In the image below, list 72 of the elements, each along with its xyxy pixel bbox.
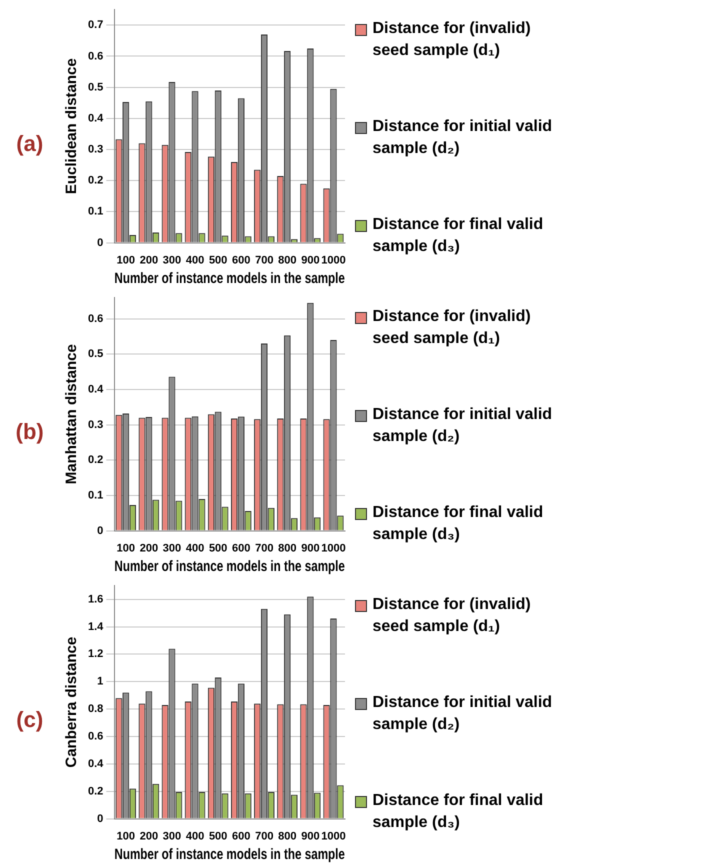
y-tick-label: 0.4	[88, 758, 105, 770]
y-tick-label: 0.6	[88, 312, 104, 325]
legend-label: Distance for final valid sample (d₃)	[372, 503, 544, 545]
x-tick-label: 800	[278, 254, 297, 266]
x-tick-label: 100	[117, 542, 136, 554]
y-tick-label: 1.2	[88, 648, 104, 660]
x-tick-label: 1000	[322, 254, 346, 266]
x-tick-label: 500	[209, 542, 228, 554]
y-tick-label: 0.2	[88, 174, 104, 187]
text: (c)	[16, 707, 44, 733]
x-tick-label: 400	[186, 254, 205, 266]
x-tick-label: 100	[117, 254, 136, 266]
legend-label: Distance for (invalid) seed sample (d₁)	[372, 595, 532, 637]
y-tick-label: 0.8	[88, 703, 104, 716]
y-tick-label: 0.2	[88, 785, 104, 798]
x-axis-title: Number of instance models in the sample	[114, 558, 346, 574]
y-tick-label: 0.6	[88, 50, 104, 62]
y-tick-label: 0.6	[88, 730, 104, 743]
x-tick-label: 800	[278, 830, 297, 842]
legend-label: Distance for initial valid sample (d₂)	[372, 693, 552, 735]
x-tick-label: 300	[163, 830, 182, 842]
x-tick-label: 800	[278, 542, 297, 554]
x-tick-label: 500	[209, 830, 228, 842]
legend-label: Distance for (invalid) seed sample (d₁)	[372, 307, 532, 349]
y-tick-label: 0	[98, 524, 104, 537]
y-axis-title: Euclidean distance	[64, 58, 81, 194]
y-tick-label: 0	[98, 236, 104, 249]
x-tick-label: 1000	[322, 542, 346, 554]
y-tick-label: 0.4	[88, 384, 105, 396]
x-tick-label: 600	[232, 254, 251, 266]
y-tick-label: 0.4	[88, 112, 105, 124]
x-tick-label: 1000	[322, 830, 346, 842]
y-tick-label: 1	[98, 676, 104, 688]
y-tick-label: 0.5	[88, 348, 104, 360]
y-tick-label: 0.3	[88, 418, 104, 431]
text: (b)	[16, 419, 44, 445]
legend-label: Distance for initial valid sample (d₂)	[372, 405, 552, 447]
x-tick-label: 900	[302, 542, 320, 554]
x-tick-label: 600	[232, 830, 251, 842]
x-tick-label: 300	[163, 254, 182, 266]
x-tick-label: 200	[140, 254, 159, 266]
y-tick-label: 0.7	[88, 19, 104, 32]
y-tick-label: 0	[98, 812, 104, 825]
x-axis-title: Number of instance models in the sample	[114, 270, 346, 286]
x-tick-label: 900	[302, 254, 320, 266]
x-tick-label: 200	[140, 542, 159, 554]
y-tick-label: 0.5	[88, 81, 104, 94]
y-axis-title: Manhattan distance	[64, 344, 81, 484]
x-tick-label: 700	[256, 542, 274, 554]
x-tick-label: 500	[209, 254, 228, 266]
y-tick-label: 0.1	[88, 490, 104, 502]
y-tick-label: 1.6	[88, 593, 104, 606]
y-tick-label: 0.1	[88, 206, 104, 218]
legend-label: Distance for final valid sample (d₃)	[372, 791, 544, 833]
x-tick-label: 700	[256, 830, 274, 842]
x-tick-label: 400	[186, 542, 205, 554]
legend-label: Distance for (invalid) seed sample (d₁)	[372, 19, 532, 61]
x-tick-label: 700	[256, 254, 274, 266]
x-tick-label: 900	[302, 830, 320, 842]
x-tick-label: 300	[163, 542, 182, 554]
y-tick-label: 0.2	[88, 454, 104, 466]
y-axis-title: Canberra distance	[64, 636, 81, 768]
legend-label: Distance for initial valid sample (d₂)	[372, 117, 552, 159]
text: (a)	[16, 131, 44, 157]
x-axis-title: Number of instance models in the sample	[114, 846, 346, 862]
x-tick-label: 200	[140, 830, 159, 842]
x-tick-label: 400	[186, 830, 205, 842]
y-tick-label: 0.3	[88, 144, 104, 156]
x-tick-label: 600	[232, 542, 251, 554]
y-tick-label: 1.4	[88, 620, 105, 633]
x-tick-label: 100	[117, 830, 136, 842]
legend-label: Distance for final valid sample (d₃)	[372, 215, 544, 257]
